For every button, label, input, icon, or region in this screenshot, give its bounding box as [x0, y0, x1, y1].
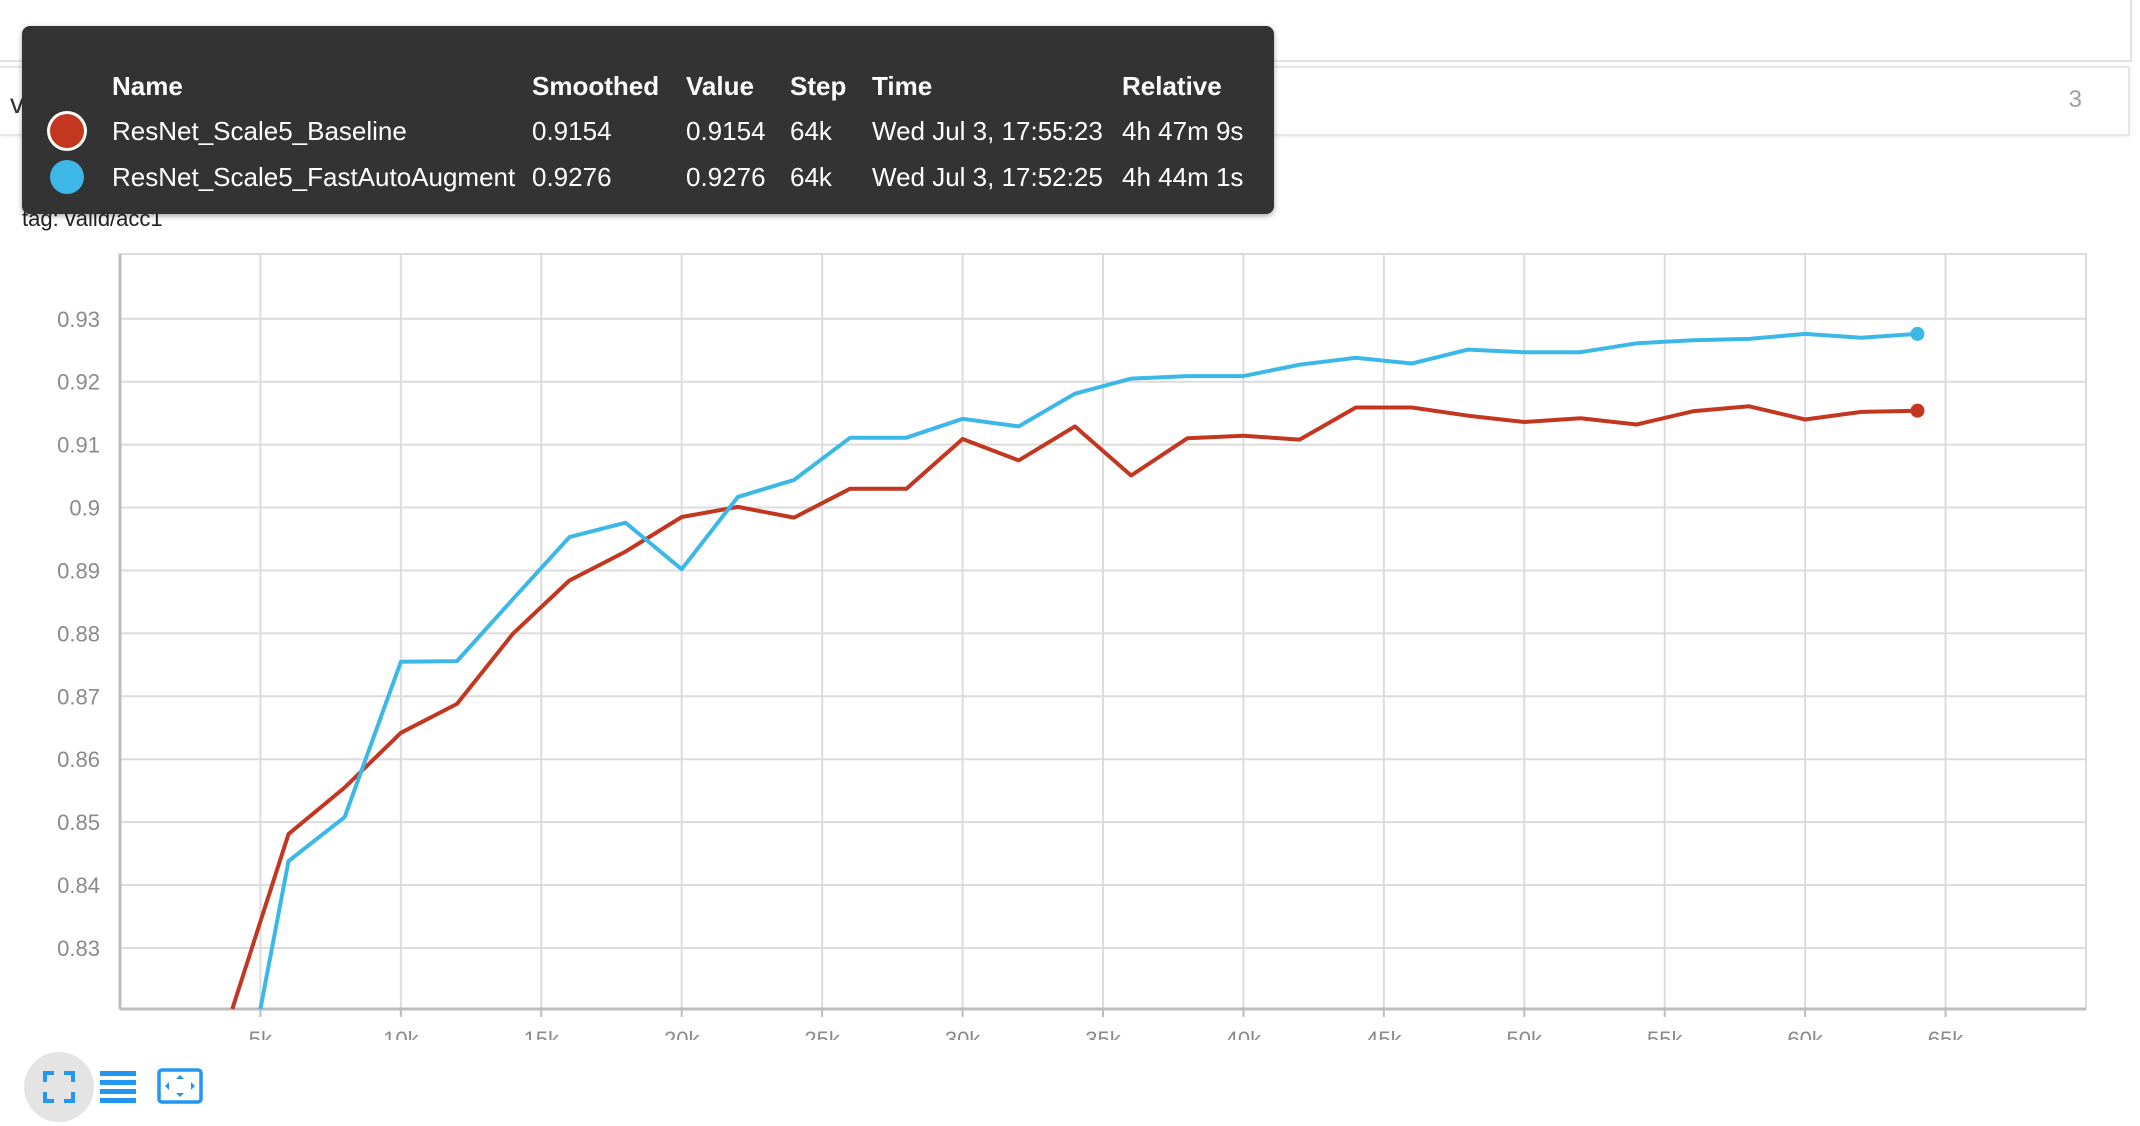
x-tick-label: 30k	[945, 1027, 981, 1040]
col-time: Time	[872, 70, 933, 101]
y-tick-label: 0.86	[57, 747, 100, 772]
col-relative: Relative	[1122, 70, 1222, 101]
col-name: Name	[112, 70, 183, 101]
toggle-log-scale-button[interactable]	[88, 1056, 148, 1116]
x-tick-label: 25k	[804, 1027, 840, 1040]
x-tick-label: 40k	[1226, 1027, 1262, 1040]
swatch-header	[22, 64, 112, 108]
x-tick-label: 5k	[249, 1027, 273, 1040]
y-tick-label: 0.83	[57, 936, 100, 961]
col-step: Step	[790, 70, 847, 101]
col-value: Value	[686, 70, 754, 101]
row-value: 0.9154	[686, 115, 766, 146]
x-tick-label: 55k	[1647, 1027, 1683, 1040]
series-swatch	[50, 160, 84, 195]
row-relative: 4h 47m 9s	[1122, 115, 1244, 146]
x-tick-label: 65k	[1928, 1027, 1964, 1040]
fit-domain-icon	[157, 1068, 203, 1104]
line-chart[interactable]: 0.83 0.84 0.85 0.86 0.87 0.88 0.89 0.9 0.91 0.92 0…	[0, 0, 2140, 1040]
col-smoothed: Smoothed	[532, 70, 660, 101]
tooltip-row: ResNet_Scale5_FastAutoAugment 0.9276 0.9…	[22, 154, 1262, 200]
fullscreen-icon	[43, 1071, 75, 1103]
x-tick-label: 15k	[524, 1027, 560, 1040]
row-relative: 4h 44m 1s	[1122, 161, 1244, 192]
x-tick-label: 50k	[1507, 1027, 1543, 1040]
x-tick-label: 60k	[1787, 1027, 1823, 1040]
fullscreen-button[interactable]	[24, 1052, 94, 1122]
series-line	[258, 331, 1918, 1010]
tooltip-row: ResNet_Scale5_Baseline 0.9154 0.9154 64k…	[22, 108, 1262, 154]
row-step: 64k	[790, 115, 832, 146]
x-tick-label: 10k	[383, 1027, 419, 1040]
row-step: 64k	[790, 161, 832, 192]
x-tick-label: 20k	[664, 1027, 700, 1040]
y-tick-label: 0.88	[57, 621, 100, 646]
grid	[119, 253, 2087, 1010]
series	[230, 326, 1925, 1010]
x-tick-label: 35k	[1085, 1027, 1121, 1040]
series-line	[230, 404, 1918, 1010]
y-tick-label: 0.93	[57, 307, 100, 332]
list-icon	[100, 1071, 136, 1103]
row-smoothed: 0.9154	[532, 115, 612, 146]
y-tick-label: 0.92	[57, 370, 100, 395]
series-endpoint	[1910, 326, 1925, 341]
y-tick-label: 0.85	[57, 810, 100, 835]
y-tick-label: 0.9	[69, 496, 100, 521]
y-tick-label: 0.89	[57, 558, 100, 583]
tooltip-table: Name Smoothed Value Step Time Relative R…	[22, 64, 1262, 200]
axes: 0.83 0.84 0.85 0.86 0.87 0.88 0.89 0.9 0.91 0.92 0…	[57, 254, 2086, 1040]
row-name: ResNet_Scale5_Baseline	[112, 115, 407, 146]
chart-tooltip: Name Smoothed Value Step Time Relative R…	[22, 26, 1274, 214]
row-smoothed: 0.9276	[532, 161, 612, 192]
row-time: Wed Jul 3, 17:55:23	[872, 115, 1103, 146]
x-tick-label: 45k	[1366, 1027, 1402, 1040]
fit-domain-button[interactable]	[150, 1056, 210, 1116]
y-tick-label: 0.87	[57, 684, 100, 709]
y-tick-label: 0.84	[57, 873, 100, 898]
series-endpoint	[1910, 403, 1925, 418]
tooltip-header-row: Name Smoothed Value Step Time Relative	[22, 64, 1262, 108]
group-count: 3	[2068, 86, 2082, 113]
row-name: ResNet_Scale5_FastAutoAugment	[112, 161, 516, 192]
row-time: Wed Jul 3, 17:52:25	[872, 161, 1103, 192]
y-tick-label: 0.91	[57, 433, 100, 458]
series-swatch	[50, 114, 84, 149]
row-value: 0.9276	[686, 161, 766, 192]
